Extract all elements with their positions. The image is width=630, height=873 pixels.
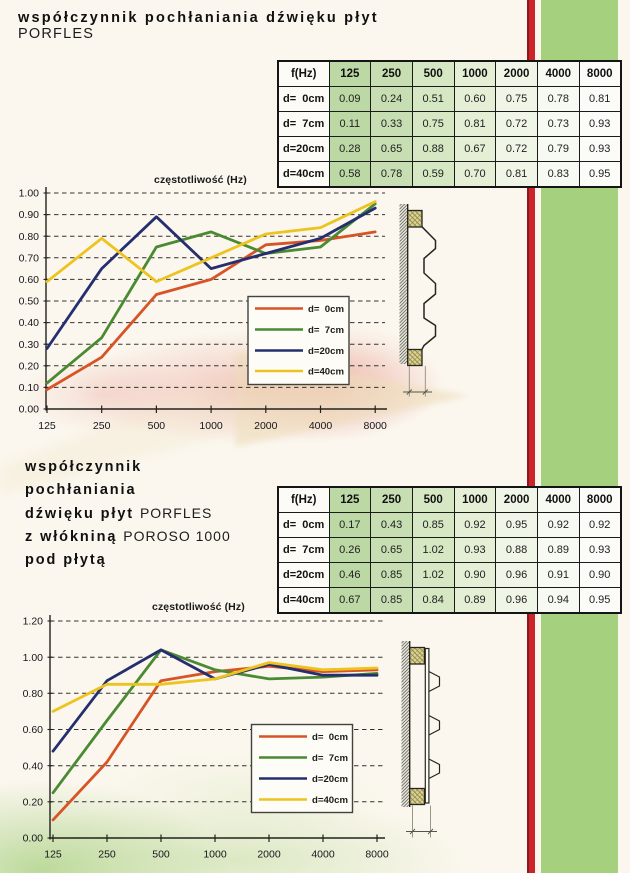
svg-text:0.60: 0.60 [19,274,40,286]
svg-text:1000: 1000 [199,420,223,432]
svg-text:0.00: 0.00 [19,404,40,416]
svg-text:1000: 1000 [203,849,227,861]
svg-text:250: 250 [98,849,116,861]
svg-text:4000: 4000 [309,420,333,432]
svg-text:0.00: 0.00 [23,833,44,845]
svg-text:125: 125 [38,420,56,432]
svg-text:0.50: 0.50 [19,296,40,308]
svg-text:1.00: 1.00 [19,188,40,200]
svg-text:d= 0cm: d= 0cm [308,304,344,315]
svg-text:4000: 4000 [311,849,335,861]
svg-text:0.40: 0.40 [23,760,44,772]
svg-text:0.20: 0.20 [19,360,40,372]
svg-text:500: 500 [152,849,170,861]
svg-text:1.20: 1.20 [23,616,44,628]
svg-text:125: 125 [44,849,62,861]
svg-text:0.70: 0.70 [19,252,40,264]
svg-text:8000: 8000 [364,420,388,432]
svg-text:d=20cm: d=20cm [308,346,344,357]
svg-text:1.00: 1.00 [23,652,44,664]
svg-text:d=40cm: d=40cm [308,367,344,378]
svg-text:d= 0cm: d= 0cm [312,732,348,743]
svg-text:d= 7cm: d= 7cm [308,325,344,336]
svg-text:0.40: 0.40 [19,317,40,329]
svg-text:250: 250 [93,420,111,432]
svg-text:500: 500 [148,420,166,432]
svg-text:0.80: 0.80 [23,688,44,700]
svg-text:2000: 2000 [254,420,278,432]
svg-text:0.60: 0.60 [23,724,44,736]
svg-text:0.10: 0.10 [19,382,40,394]
svg-text:d=40cm: d=40cm [312,795,348,806]
svg-text:2000: 2000 [257,849,281,861]
svg-text:0.30: 0.30 [19,339,40,351]
svg-text:8000: 8000 [365,849,389,861]
svg-text:0.90: 0.90 [19,209,40,221]
svg-text:0.80: 0.80 [19,231,40,243]
svg-text:d=20cm: d=20cm [312,774,348,785]
svg-text:0.20: 0.20 [23,796,44,808]
svg-text:d= 7cm: d= 7cm [312,753,348,764]
